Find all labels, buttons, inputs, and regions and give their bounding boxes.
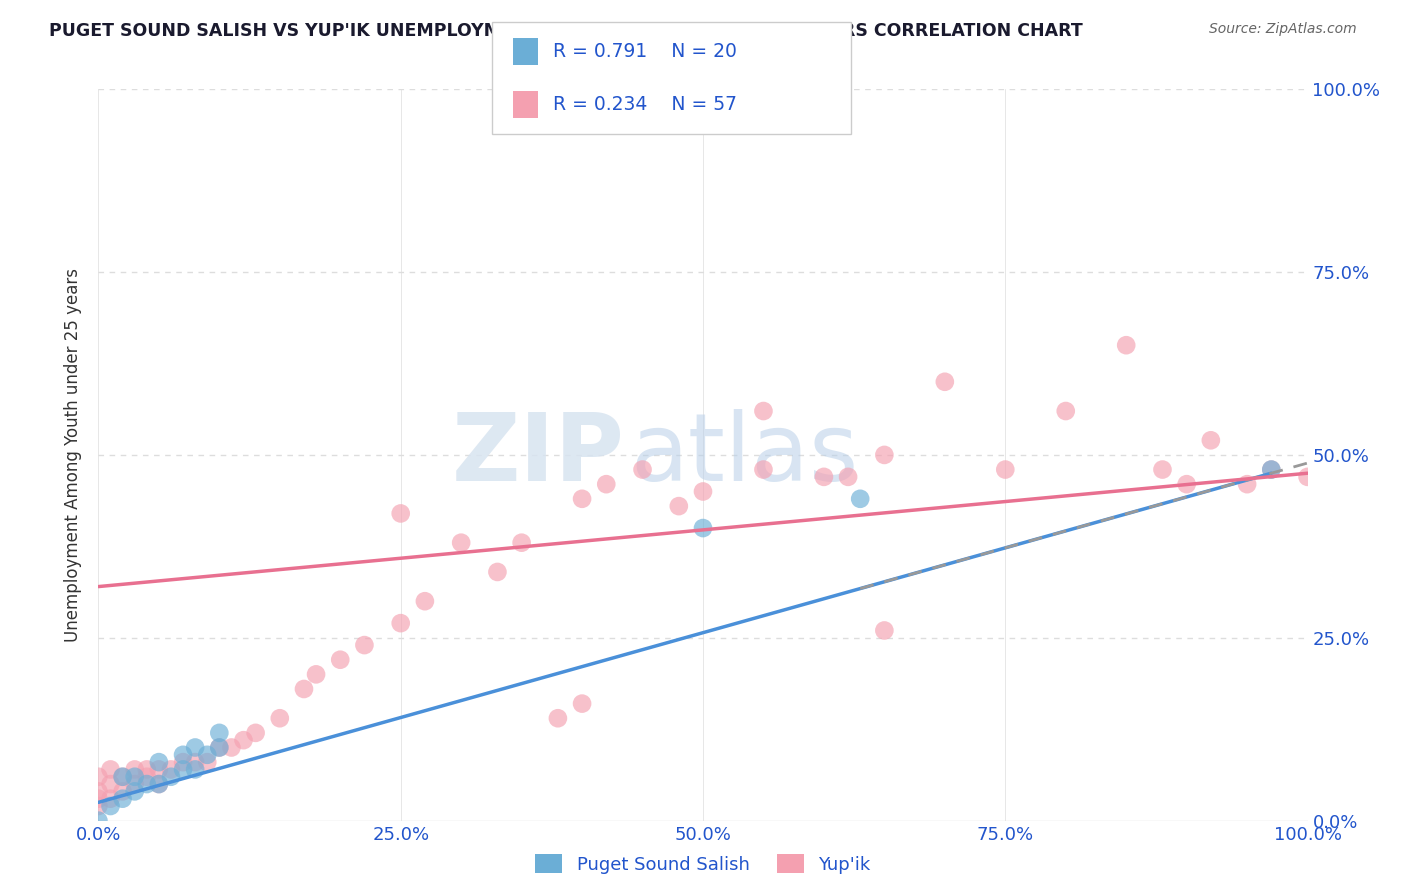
Point — [160, 770, 183, 784]
Point — [184, 763, 207, 777]
Point — [305, 667, 328, 681]
Point — [100, 791, 122, 805]
Point — [1115, 338, 1137, 352]
Point — [148, 763, 170, 777]
Point — [87, 770, 110, 784]
Point — [1152, 462, 1174, 476]
Point — [100, 799, 122, 814]
Point — [111, 784, 134, 798]
Point — [837, 470, 859, 484]
Point — [873, 448, 896, 462]
Point — [994, 462, 1017, 476]
Point — [849, 491, 872, 506]
Point — [124, 770, 146, 784]
Point — [934, 375, 956, 389]
Point — [195, 755, 218, 769]
Point — [184, 740, 207, 755]
Point — [1296, 470, 1319, 484]
Point — [172, 763, 194, 777]
Point — [292, 681, 315, 696]
Point — [221, 740, 243, 755]
Point — [100, 763, 122, 777]
Point — [148, 777, 170, 791]
Point — [571, 697, 593, 711]
Point — [692, 484, 714, 499]
Point — [160, 763, 183, 777]
Point — [111, 791, 134, 805]
Point — [389, 507, 412, 521]
Point — [100, 777, 122, 791]
Point — [510, 535, 533, 549]
Point — [87, 791, 110, 805]
Point — [184, 755, 207, 769]
Point — [752, 462, 775, 476]
Point — [353, 638, 375, 652]
Point — [873, 624, 896, 638]
Point — [87, 814, 110, 828]
Point — [87, 784, 110, 798]
Point — [245, 726, 267, 740]
Point — [1260, 462, 1282, 476]
Point — [668, 499, 690, 513]
Point — [111, 770, 134, 784]
Point — [631, 462, 654, 476]
Text: R = 0.791    N = 20: R = 0.791 N = 20 — [553, 42, 737, 61]
Point — [124, 784, 146, 798]
Point — [148, 755, 170, 769]
Point — [124, 763, 146, 777]
Point — [450, 535, 472, 549]
Point — [329, 653, 352, 667]
Point — [172, 755, 194, 769]
Point — [1054, 404, 1077, 418]
Text: PUGET SOUND SALISH VS YUP'IK UNEMPLOYMENT AMONG YOUTH UNDER 25 YEARS CORRELATION: PUGET SOUND SALISH VS YUP'IK UNEMPLOYMEN… — [49, 22, 1083, 40]
Point — [135, 763, 157, 777]
Text: ZIP: ZIP — [451, 409, 624, 501]
Point — [208, 740, 231, 755]
Point — [752, 404, 775, 418]
Point — [547, 711, 569, 725]
Text: R = 0.234    N = 57: R = 0.234 N = 57 — [553, 95, 737, 114]
Point — [595, 477, 617, 491]
Point — [692, 521, 714, 535]
Point — [571, 491, 593, 506]
Point — [486, 565, 509, 579]
Text: Source: ZipAtlas.com: Source: ZipAtlas.com — [1209, 22, 1357, 37]
Point — [269, 711, 291, 725]
Point — [87, 799, 110, 814]
Text: atlas: atlas — [630, 409, 859, 501]
Point — [111, 770, 134, 784]
Point — [208, 726, 231, 740]
Legend: Puget Sound Salish, Yup'ik: Puget Sound Salish, Yup'ik — [536, 855, 870, 874]
Point — [195, 747, 218, 762]
Point — [172, 747, 194, 762]
Y-axis label: Unemployment Among Youth under 25 years: Unemployment Among Youth under 25 years — [65, 268, 83, 642]
Point — [208, 740, 231, 755]
Point — [1199, 434, 1222, 448]
Point — [813, 470, 835, 484]
Point — [124, 777, 146, 791]
Point — [135, 770, 157, 784]
Point — [232, 733, 254, 747]
Point — [1236, 477, 1258, 491]
Point — [148, 777, 170, 791]
Point — [389, 616, 412, 631]
Point — [1260, 462, 1282, 476]
Point — [413, 594, 436, 608]
Point — [1175, 477, 1198, 491]
Point — [135, 777, 157, 791]
